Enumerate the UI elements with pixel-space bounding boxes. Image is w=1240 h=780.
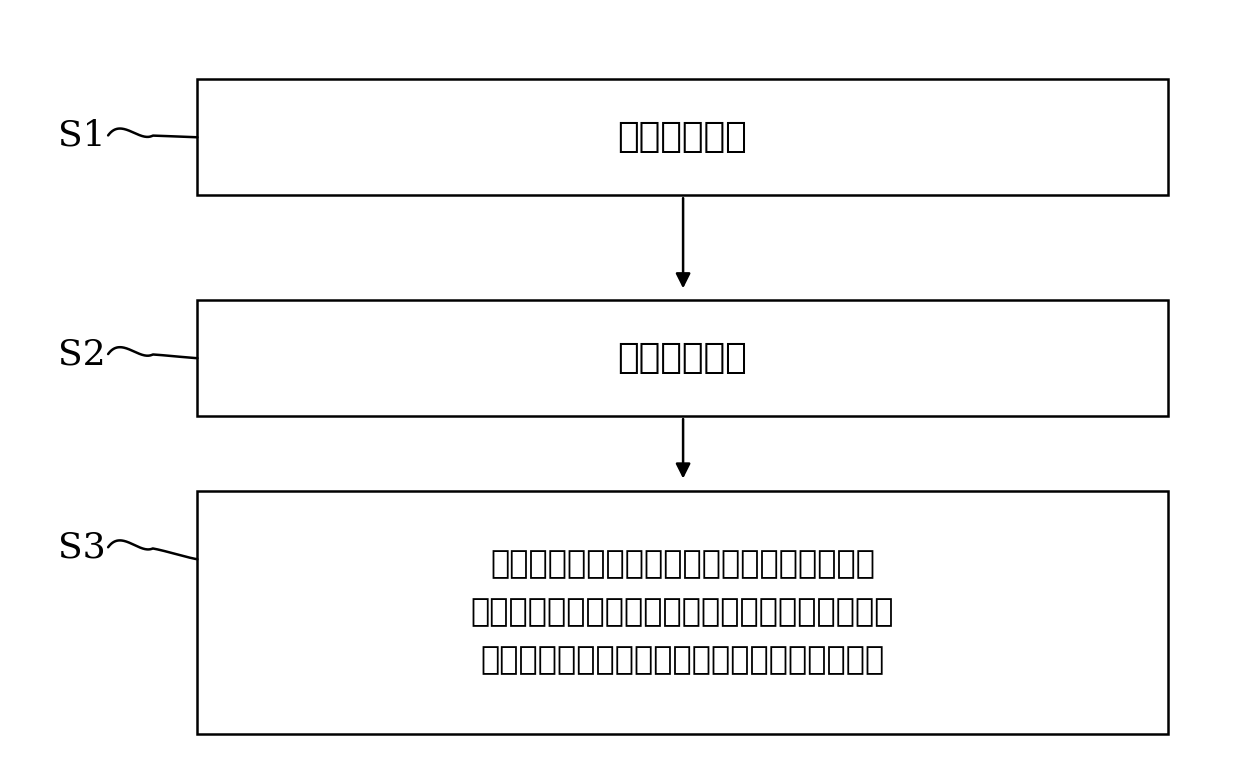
Bar [197, 491, 1168, 735]
Text: 代理节点从所述调度节点调取对目标数据库的
访问请求，并将其发送到目标数据库，以及将所述
目标数据库返回的请求结果转发到所述调度节点: 代理节点从所述调度节点调取对目标数据库的 访问请求，并将其发送到目标数据库，以及… [471, 549, 894, 676]
Bar [197, 300, 1168, 417]
Text: S3: S3 [58, 530, 105, 564]
Text: S1: S1 [58, 119, 105, 152]
Text: 建立调度节点: 建立调度节点 [618, 341, 748, 375]
Text: S2: S2 [58, 337, 105, 371]
Bar [197, 80, 1168, 195]
Text: 建立代理节点: 建立代理节点 [618, 120, 748, 154]
